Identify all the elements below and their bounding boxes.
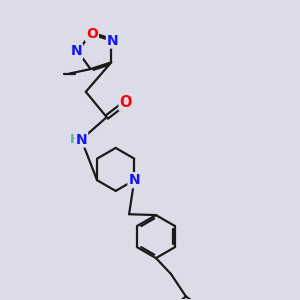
- Text: N: N: [76, 133, 87, 146]
- Text: N: N: [128, 173, 140, 187]
- Text: O: O: [86, 27, 98, 41]
- Text: H: H: [70, 133, 80, 146]
- Text: N: N: [70, 44, 82, 58]
- Text: N: N: [107, 34, 118, 48]
- Text: O: O: [120, 95, 132, 110]
